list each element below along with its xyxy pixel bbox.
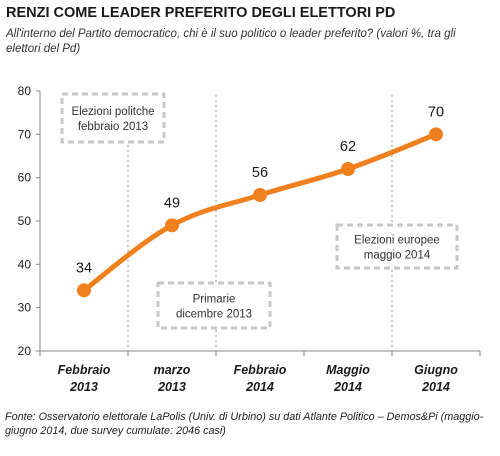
chart-subtitle: All'interno del Partito democratico, chi… [6, 28, 456, 55]
y-tick-label: 40 [18, 257, 32, 271]
data-point [341, 162, 355, 176]
annotations: Elezioni politche febbraio 2013 Primarie di… [60, 92, 459, 330]
y-tick-label: 80 [18, 84, 32, 98]
x-tick-label: Febbraio 2013 [58, 363, 111, 394]
data-point [429, 127, 443, 142]
x-tick-label: Maggio 2014 [326, 363, 370, 394]
annotation-text: Primarie dicembre 2013 [176, 294, 252, 321]
chart-title: RENZI COME LEADER PREFERITO DEGLI ELETTO… [6, 5, 396, 21]
annotation-box: Elezioni europee maggio 2014 [335, 223, 459, 270]
data-point [165, 218, 179, 233]
data-labels: 34 49 56 62 70 [76, 104, 444, 276]
data-label: 49 [164, 195, 180, 211]
annotation-text: Elezioni europee maggio 2014 [354, 235, 440, 262]
data-label: 70 [428, 104, 444, 120]
y-tick-label: 50 [18, 214, 32, 228]
data-point [77, 283, 91, 298]
y-tick-label: 30 [18, 301, 32, 315]
chart-axes: 20 30 40 50 60 70 80 Febbraio 2013 marzo 2013 Febbr… [18, 84, 481, 394]
x-tick-label: Febbraio 2014 [234, 363, 287, 394]
y-tick-label: 20 [18, 344, 32, 358]
y-tick-label: 60 [18, 171, 32, 185]
annotation-box: Primarie dicembre 2013 [156, 281, 272, 330]
annotation-box: Elezioni politche febbraio 2013 [60, 92, 166, 144]
data-point [253, 188, 267, 202]
source-note: Fonte: Osservatorio elettorale LaPolis (… [5, 411, 484, 437]
series [77, 127, 443, 298]
data-label: 62 [340, 139, 356, 155]
annotation-frame [60, 92, 166, 144]
x-tick-label: Giugno 2014 [414, 363, 458, 394]
data-label: 56 [252, 165, 268, 181]
annotation-frame [335, 223, 459, 270]
annotation-frame [156, 281, 272, 330]
y-tick-label: 70 [18, 127, 32, 141]
data-label: 34 [76, 260, 92, 276]
x-tick-label: marzo 2013 [154, 363, 191, 394]
annotation-text: Elezioni politche febbraio 2013 [71, 106, 154, 133]
